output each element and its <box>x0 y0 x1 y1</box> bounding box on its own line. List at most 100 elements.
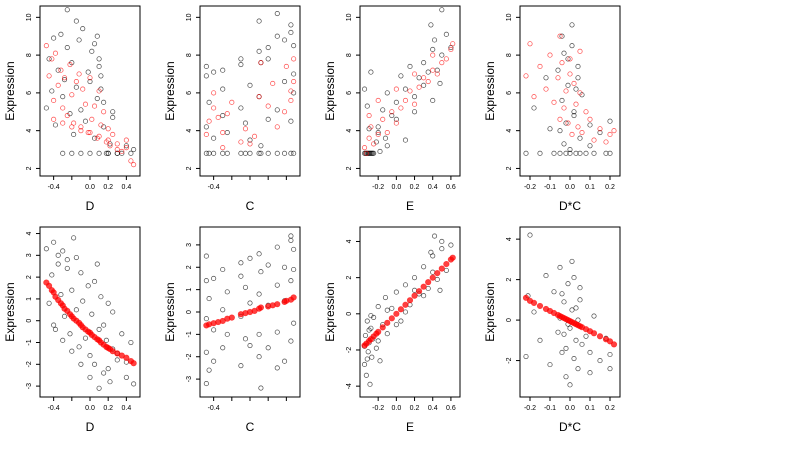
fitted-point <box>590 330 598 337</box>
black-point <box>587 370 593 376</box>
fitted-point <box>384 319 391 326</box>
fitted-point <box>530 299 538 306</box>
black-point <box>220 345 226 351</box>
black-point <box>361 86 368 92</box>
y-tick-label: -1 <box>186 331 193 337</box>
black-point <box>46 56 52 62</box>
x-tick-label: 0.0 <box>565 184 575 191</box>
black-point <box>389 305 395 311</box>
x-tick-label: 0.0 <box>391 405 401 412</box>
x-tick-label: -0.4 <box>48 405 60 412</box>
black-point <box>288 237 294 243</box>
fitted-point <box>402 301 409 308</box>
y-tick-label: 4 <box>506 129 513 133</box>
x-tick-label: -0.2 <box>524 184 536 191</box>
black-point <box>567 147 573 153</box>
black-point <box>247 300 253 306</box>
black-point <box>55 261 61 267</box>
black-point <box>242 284 249 290</box>
black-point <box>591 150 597 156</box>
black-point <box>439 7 445 13</box>
red-point <box>557 116 563 122</box>
black-point <box>567 382 573 388</box>
y-tick-label: 0 <box>186 310 193 314</box>
black-point <box>375 304 381 310</box>
black-point <box>91 41 98 47</box>
y-axis-label: Expression <box>483 61 497 120</box>
black-point <box>577 285 583 291</box>
black-point <box>85 69 91 75</box>
black-point <box>523 353 529 360</box>
black-point <box>256 48 262 54</box>
black-point <box>60 337 66 343</box>
black-point <box>131 381 137 387</box>
x-tick-label: 0.0 <box>85 405 95 412</box>
black-point <box>61 313 68 319</box>
black-point <box>211 327 217 333</box>
black-point <box>384 307 390 313</box>
red-point <box>101 109 107 115</box>
red-point <box>523 73 529 79</box>
plot-frame <box>519 5 621 177</box>
red-point <box>402 97 409 103</box>
black-point <box>85 283 91 289</box>
black-point <box>527 232 533 238</box>
black-point <box>555 329 561 335</box>
y-axis-label: Expression <box>483 282 497 341</box>
red-point <box>577 90 583 96</box>
black-point <box>247 255 253 261</box>
y-tick-label: 6 <box>346 91 353 95</box>
black-point <box>52 122 59 128</box>
black-point <box>91 278 98 285</box>
black-point <box>69 150 75 156</box>
black-point <box>206 150 212 156</box>
red-point <box>527 41 533 47</box>
black-point <box>256 331 262 337</box>
black-point <box>78 107 84 113</box>
black-point <box>281 150 288 156</box>
black-point <box>571 113 577 119</box>
y-tick-label: 8 <box>346 53 353 57</box>
black-point <box>291 320 297 326</box>
red-point <box>531 94 537 100</box>
red-point <box>573 101 579 107</box>
black-point <box>274 107 280 113</box>
black-point <box>123 374 129 380</box>
red-point <box>123 137 129 143</box>
red-point <box>563 88 569 94</box>
x-tick-label: 0.4 <box>428 184 438 191</box>
red-point <box>73 79 79 85</box>
red-point <box>443 56 449 62</box>
x-tick-label: -0.4 <box>48 184 60 191</box>
black-point <box>258 269 264 275</box>
y-axis-label: Expression <box>323 61 337 120</box>
black-point <box>105 150 111 156</box>
black-point <box>91 135 98 141</box>
red-point <box>597 126 603 132</box>
black-point <box>583 150 589 156</box>
y-tick-label: -2 <box>186 354 193 360</box>
x-tick-label: 0.0 <box>85 184 95 191</box>
black-point <box>288 150 294 156</box>
black-point <box>238 150 244 156</box>
black-point <box>591 313 597 319</box>
red-point <box>52 50 59 56</box>
black-point <box>428 249 434 255</box>
black-point <box>382 294 389 301</box>
red-point <box>575 124 581 130</box>
black-point <box>220 67 226 73</box>
black-point <box>587 349 593 356</box>
red-point <box>569 131 575 137</box>
black-point <box>402 137 409 143</box>
black-point <box>274 282 280 288</box>
black-point <box>531 309 537 315</box>
x-tick-label: 0.2 <box>103 405 113 412</box>
black-point <box>547 362 553 368</box>
fitted-point <box>411 292 418 299</box>
black-point <box>80 298 86 304</box>
red-point <box>96 88 102 94</box>
red-point <box>571 80 577 86</box>
black-point <box>569 307 575 313</box>
fitted-point <box>228 314 235 321</box>
red-point <box>380 116 386 122</box>
